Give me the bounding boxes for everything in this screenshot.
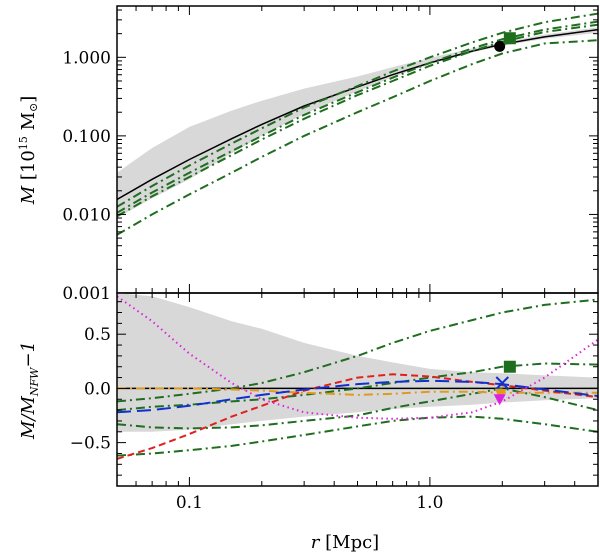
y-tick-label: −0.5 <box>70 434 111 454</box>
y-tick-label: 0.5 <box>84 325 111 345</box>
top-circle-marker <box>494 40 506 52</box>
bot-series-green-dash-dot-mid <box>117 362 598 412</box>
top-series-dash-dot-upper <box>117 12 598 208</box>
y-tick-label: 0.0 <box>84 379 111 399</box>
top-uncertainty-band <box>117 27 598 219</box>
bottom-uncertainty-band <box>117 293 598 432</box>
bottom-ticks: 0.1 1.0 −0.5 0.0 0.5 <box>70 293 599 513</box>
top-square-marker <box>503 32 516 45</box>
top-series-dash-dot-lower <box>117 39 598 236</box>
bottom-panel: 0.1 1.0 −0.5 0.0 0.5 M/MNFW−1 r [Mpc] <box>18 292 599 553</box>
y-tick-label: 0.001 <box>62 284 111 304</box>
x-tick-label: 0.1 <box>176 493 203 513</box>
top-ticks: 0.001 0.010 0.100 1.000 <box>62 6 599 304</box>
bot-series-red-dashed <box>117 373 598 460</box>
y-tick-label: 0.100 <box>62 127 111 147</box>
bot-series-magenta-dotted <box>117 295 598 420</box>
x-axis-label: r [Mpc] <box>311 532 379 553</box>
bot-magenta-triangle-marker <box>493 394 506 406</box>
bot-series-green-dash-dot-low <box>117 387 598 430</box>
bot-x-marker <box>495 376 510 390</box>
bottom-frame <box>116 292 599 487</box>
top-series-dash-dot-middle-b <box>117 23 598 218</box>
x-tick-label: 1.0 <box>416 493 443 513</box>
bot-square-marker <box>503 360 516 373</box>
top-series-dash-dot-middle-a <box>117 20 598 214</box>
y-tick-label: 0.010 <box>62 205 111 225</box>
y-tick-label: 1.000 <box>62 48 111 68</box>
bot-series-green-dash-dot-bottom <box>117 415 598 457</box>
bottom-ylabel: M/MNFW−1 <box>18 341 41 440</box>
top-ylabel: M [1015 M⊙] <box>17 96 40 206</box>
top-panel: 0.001 0.010 0.100 1.000 M [1015 M⊙] <box>17 5 599 304</box>
